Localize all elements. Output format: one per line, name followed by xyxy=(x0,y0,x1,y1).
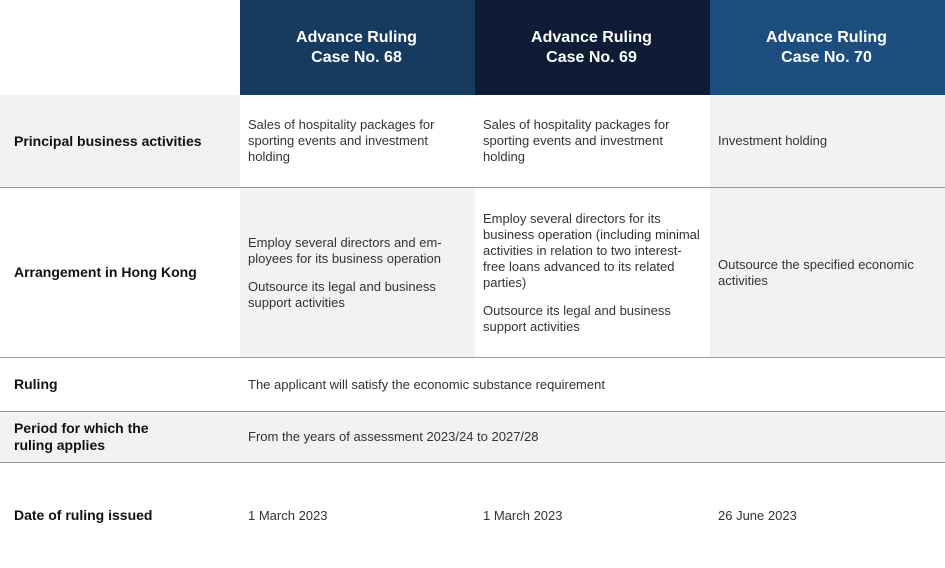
cell: The applicant will satisfy the economic … xyxy=(240,358,945,412)
cell-text: 1 March 2023 xyxy=(248,507,328,523)
cell-text: Employ several directors and em-ployees … xyxy=(248,234,442,266)
cell-text: 1 March 2023 xyxy=(483,507,563,523)
cell: Sales of hospitality packages for sporti… xyxy=(475,95,710,188)
header-line: Advance Ruling xyxy=(296,28,417,46)
cell: Employ several directors for its busines… xyxy=(475,188,710,358)
cell: 1 March 2023 xyxy=(240,463,475,568)
row-label: Ruling xyxy=(0,358,240,412)
cell-text: 26 June 2023 xyxy=(718,507,797,523)
cell: Outsource the specified economic activit… xyxy=(710,188,945,358)
row-label: Principal business activities xyxy=(0,95,240,188)
cell-text: Investment holding xyxy=(718,133,828,148)
header-cell: Advance Ruling Case No. 70 xyxy=(710,0,945,95)
header-line: Case No. 70 xyxy=(781,48,872,66)
row-label: Period for which the ruling applies xyxy=(0,412,240,463)
cell: Investment holding xyxy=(710,95,945,188)
corner-cell xyxy=(0,0,240,95)
cell-text: Employ several directors for its busines… xyxy=(483,210,700,290)
cell-text: Sales of hospitality packages for sporti… xyxy=(483,117,670,164)
cell-text: Outsource its legal and business support… xyxy=(483,302,671,334)
row-label: Arrangement in Hong Kong xyxy=(0,188,240,358)
cell: 1 March 2023 xyxy=(475,463,710,568)
cell-text: Outsource the specified economic activit… xyxy=(718,256,914,288)
header-line: Case No. 68 xyxy=(311,48,402,66)
cell: 26 June 2023 xyxy=(710,463,945,568)
header-line: Advance Ruling xyxy=(766,28,887,46)
header-line: Advance Ruling xyxy=(531,28,652,46)
header-cell: Advance Ruling Case No. 68 xyxy=(240,0,475,95)
cell-text: Sales of hospitality packages for sporti… xyxy=(248,117,435,164)
cell: Employ several directors and em-ployees … xyxy=(240,188,475,358)
cell-text: From the years of assessment 2023/24 to … xyxy=(248,429,539,444)
header-line: Case No. 69 xyxy=(546,48,637,66)
row-label: Date of ruling issued xyxy=(14,507,153,523)
cell-text: The applicant will satisfy the economic … xyxy=(248,376,605,392)
cell-text: Outsource its legal and business support… xyxy=(248,278,436,310)
header-cell: Advance Ruling Case No. 69 xyxy=(475,0,710,95)
cell: From the years of assessment 2023/24 to … xyxy=(240,412,945,463)
cell: Sales of hospitality packages for sporti… xyxy=(240,95,475,188)
